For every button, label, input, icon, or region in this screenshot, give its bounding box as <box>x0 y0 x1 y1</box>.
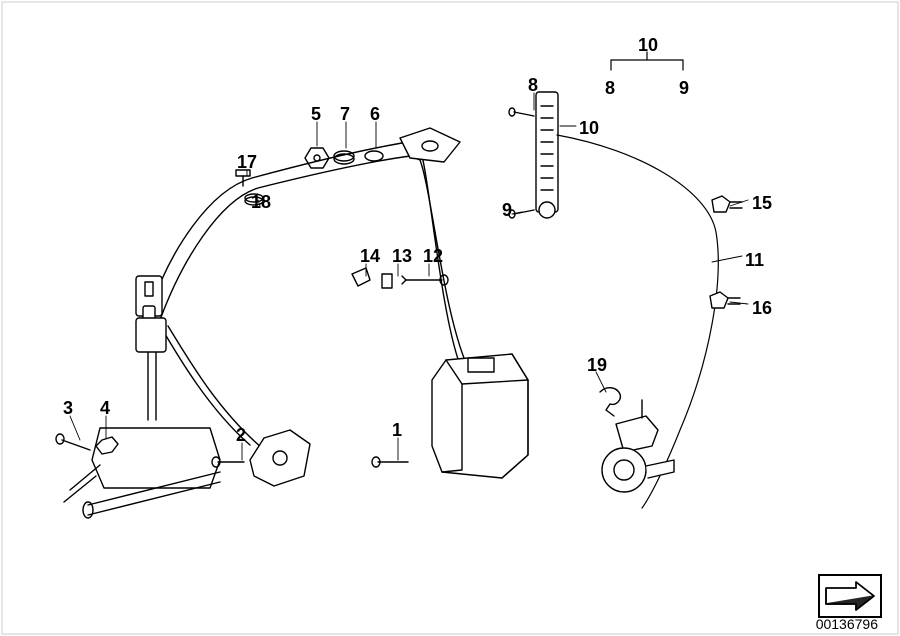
callout-8b: 8 <box>605 78 615 99</box>
callout-6: 6 <box>370 104 380 125</box>
next-page-icon[interactable] <box>818 574 882 618</box>
callout-18: 18 <box>251 192 271 213</box>
callout-16: 16 <box>752 298 772 319</box>
callout-7: 7 <box>340 104 350 125</box>
callout-9: 9 <box>502 200 512 221</box>
callout-17: 17 <box>237 152 257 173</box>
callout-12: 12 <box>423 246 443 267</box>
height-adjuster <box>536 92 558 218</box>
clip-19 <box>600 388 620 416</box>
lower-anchor <box>250 430 310 486</box>
callout-8: 8 <box>528 75 538 96</box>
callout-2: 2 <box>236 425 246 446</box>
callout-4: 4 <box>100 398 110 419</box>
upper-guide <box>400 128 460 162</box>
buckle-base <box>64 318 220 518</box>
callout-3: 3 <box>63 398 73 419</box>
callout-9b: 9 <box>679 78 689 99</box>
clip <box>710 292 740 308</box>
retractor <box>432 354 528 478</box>
clip <box>712 196 742 212</box>
callout-15: 15 <box>752 193 772 214</box>
callout-13: 13 <box>392 246 412 267</box>
callout-10b: 10 <box>638 35 658 56</box>
callout-11: 11 <box>745 250 764 271</box>
callout-19: 19 <box>587 355 607 376</box>
diagram-id: 00136796 <box>816 616 878 632</box>
actuator <box>602 400 674 492</box>
callout-1: 1 <box>392 420 402 441</box>
callout-14: 14 <box>360 246 380 267</box>
callout-10: 10 <box>579 118 599 139</box>
callout-5: 5 <box>311 104 321 125</box>
